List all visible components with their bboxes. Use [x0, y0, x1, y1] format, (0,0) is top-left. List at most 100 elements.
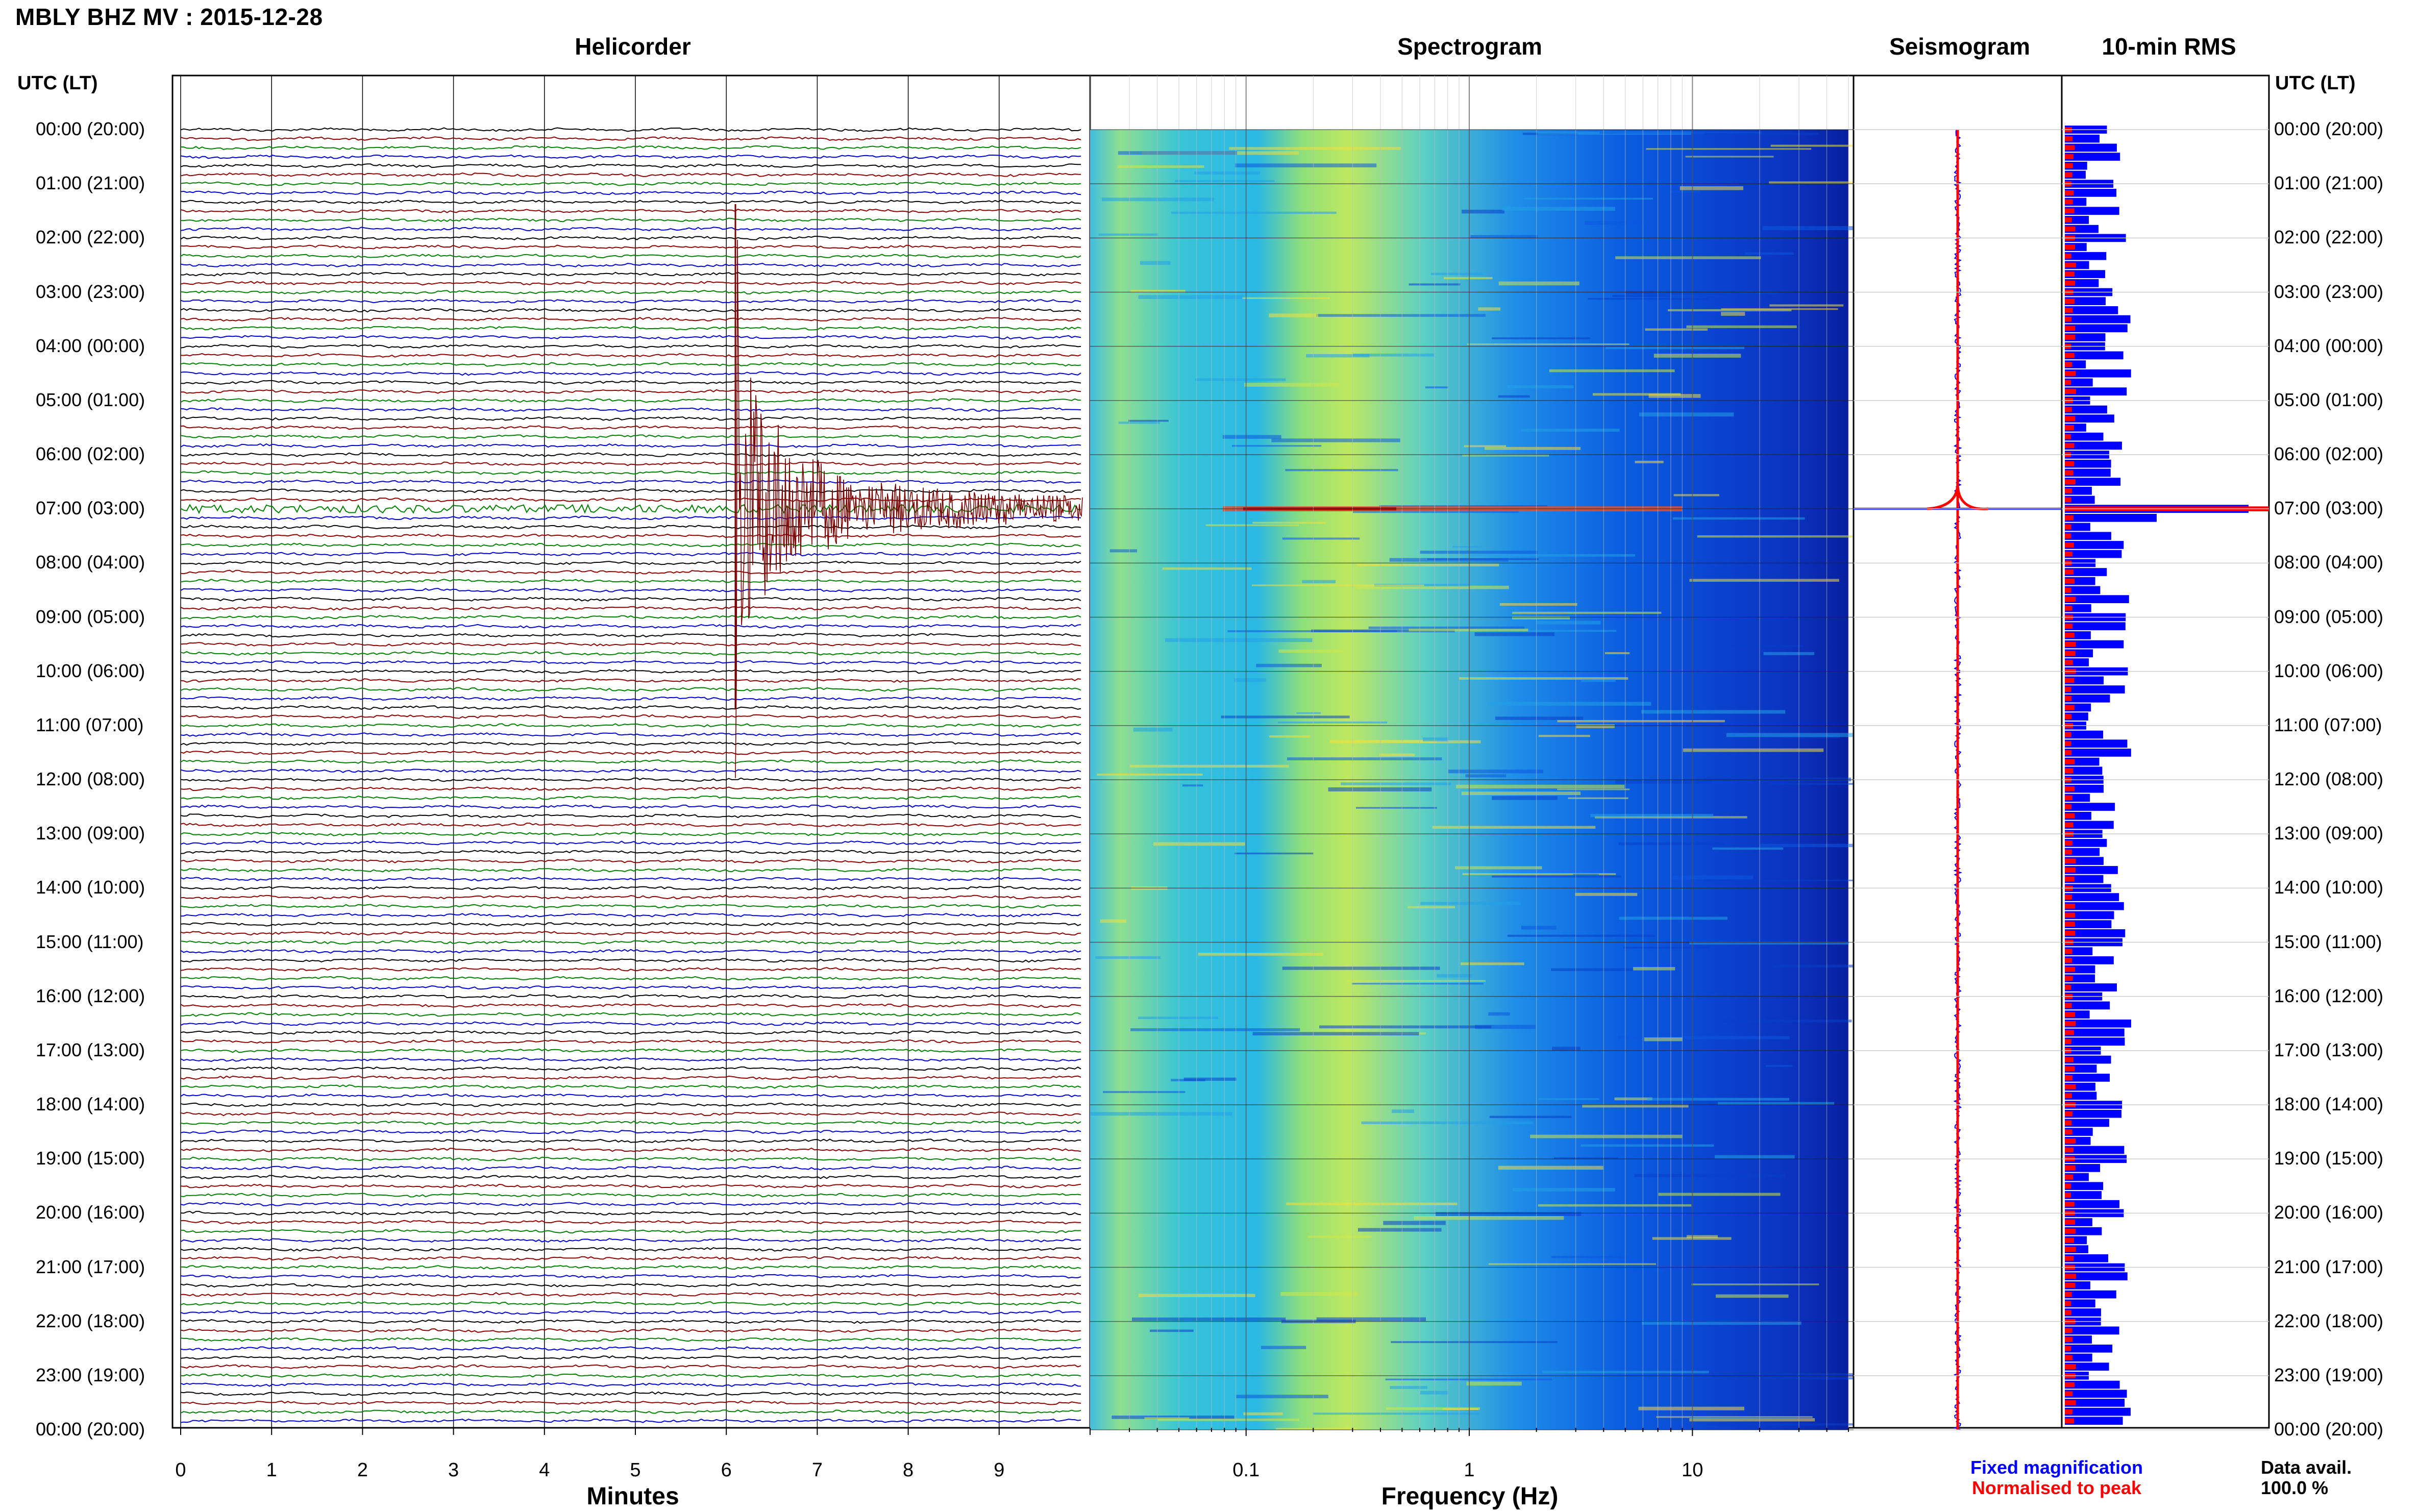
spectrogram-streak	[1530, 1134, 1683, 1138]
rms-bar-normalised	[2065, 1346, 2071, 1351]
y-tick-label-right: 17:00 (13:00)	[2274, 1039, 2384, 1060]
spectrogram-streak	[1762, 226, 1893, 231]
spectrogram-streak	[1512, 611, 1662, 614]
spectrogram-streak	[1553, 1157, 1618, 1159]
helicorder-trace	[180, 714, 1081, 719]
spectrogram-streak	[1653, 354, 1741, 358]
spectrogram-streak	[1306, 354, 1370, 358]
utc-label-left: UTC (LT)	[17, 72, 98, 94]
rms-bar-normalised	[2065, 217, 2072, 222]
rms-bar-normalised	[2065, 515, 2074, 520]
helicorder-trace	[180, 289, 1081, 294]
spectrogram-streak	[1285, 469, 1398, 472]
rms-bar-normalised	[2065, 326, 2076, 331]
spectrogram-streak	[1581, 679, 1616, 682]
rms-bar-normalised	[2065, 651, 2076, 656]
spectrogram-streak	[1090, 1112, 1232, 1116]
helicorder-trace	[180, 488, 1081, 493]
spectrogram-streak	[1118, 422, 1160, 424]
rms-bar-fixed	[2065, 848, 2100, 856]
rms-bar-normalised	[2065, 1021, 2076, 1026]
rms-bar-normalised	[2065, 895, 2072, 900]
helicorder-trace	[180, 199, 1081, 205]
spectrogram-streak	[1619, 916, 1727, 920]
spectrogram-streak	[1140, 261, 1171, 265]
spectrogram-streak	[1232, 445, 1322, 447]
spectrogram-streak	[1138, 295, 1244, 299]
rms-bar-fixed	[2065, 207, 2119, 215]
spectrogram-streak	[1256, 663, 1322, 667]
helicorder-trace	[180, 262, 1081, 267]
spectrogram-streak	[1282, 537, 1360, 540]
spectrogram-streak	[1685, 156, 1774, 158]
rms-bar-fixed	[2065, 459, 2111, 468]
rms-bar-normalised	[2065, 795, 2072, 801]
rms-bar-fixed	[2065, 839, 2107, 847]
rms-bar-normalised	[2065, 922, 2075, 927]
spectrogram-streak	[1286, 1202, 1458, 1205]
helicorder-trace	[180, 217, 1081, 222]
helicorder-trace	[180, 1256, 1081, 1261]
helicorder-trace	[180, 244, 1081, 250]
spectrogram-streak	[1590, 813, 1714, 817]
spectrogram-streak	[1715, 1294, 1789, 1298]
rms-bar-normalised	[2065, 587, 2071, 593]
helicorder-trace	[180, 804, 1081, 809]
rms-bar-normalised	[2065, 262, 2076, 268]
spectrogram-streak	[1389, 558, 1509, 562]
rms-bar-normalised	[2065, 976, 2073, 981]
rms-bar-fixed	[2065, 514, 2157, 522]
spectrogram-streak	[1614, 1097, 1652, 1101]
rms-bar-fixed	[2065, 902, 2124, 910]
y-tick-label-right: 07:00 (03:00)	[2274, 498, 2384, 519]
spectrogram-streak	[1763, 652, 1815, 655]
helicorder-trace	[180, 931, 1081, 936]
helicorder-trace	[180, 1066, 1081, 1071]
rms-bar-normalised	[2065, 912, 2076, 918]
spectrogram-streak	[1538, 735, 1590, 737]
spectrogram-streak	[1278, 721, 1388, 724]
rms-bar-normalised	[2065, 858, 2076, 864]
x-axis-title-minutes: Minutes	[586, 1483, 679, 1510]
spectrogram-streak	[1182, 784, 1203, 787]
y-tick-label-right: 23:00 (19:00)	[2274, 1364, 2384, 1385]
spectrogram-streak	[1130, 1028, 1300, 1031]
spectrogram-streak	[1634, 1174, 1785, 1177]
rms-bar-normalised	[2065, 407, 2072, 412]
x-tick-minute: 1	[266, 1459, 277, 1481]
spectrogram-streak	[1732, 645, 1804, 647]
rms-bar-normalised	[2065, 1255, 2074, 1261]
x-tick-minute: 6	[721, 1459, 732, 1481]
y-tick-label-right: 18:00 (14:00)	[2274, 1094, 2384, 1114]
rms-bar-fixed	[2065, 369, 2131, 378]
y-tick-label-right: 22:00 (18:00)	[2274, 1310, 2384, 1331]
rms-bar-normalised	[2065, 1174, 2074, 1180]
rms-bar-normalised	[2065, 479, 2076, 484]
spectrogram-streak	[1242, 297, 1330, 300]
rms-bar-normalised	[2065, 597, 2076, 602]
spectrogram-streak	[1454, 866, 1542, 870]
helicorder-trace	[180, 1102, 1081, 1107]
spectrogram-streak	[1278, 649, 1344, 653]
x-tick-frequency: 0.1	[1232, 1459, 1260, 1481]
spectrogram-streak	[1726, 733, 1857, 737]
spectrogram-streak	[1436, 1212, 1582, 1216]
spectrogram-streak	[1103, 1090, 1186, 1093]
rms-bar-fixed	[2065, 920, 2112, 928]
data-avail-label: Data avail.	[2261, 1457, 2352, 1478]
helicorder-trace	[180, 1093, 1081, 1098]
spectrogram-streak	[1512, 1188, 1616, 1192]
spectrogram-streak	[1712, 847, 1784, 850]
spectrogram-streak	[1316, 314, 1486, 317]
helicorder-trace	[180, 434, 1081, 439]
rms-bar-normalised	[2065, 804, 2071, 809]
x-tick-minute: 0	[175, 1459, 186, 1481]
spectrogram-streak	[1617, 1036, 1790, 1039]
spectrogram-streak	[1391, 1341, 1558, 1343]
helicorder-trace	[180, 895, 1081, 900]
spectrogram-streak	[1163, 567, 1252, 570]
helicorder-trace	[180, 136, 1081, 141]
rms-bar-normalised	[2065, 813, 2075, 819]
helicorder-trace	[180, 1265, 1081, 1270]
